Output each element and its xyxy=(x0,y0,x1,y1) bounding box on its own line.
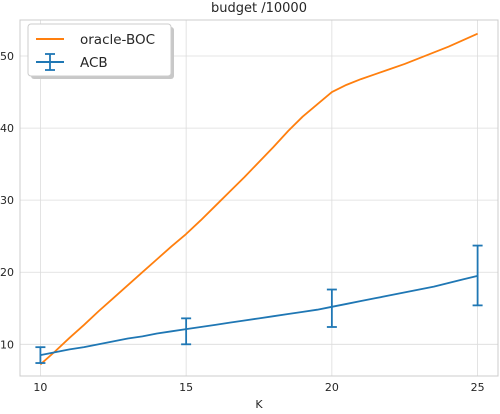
y-tick-label: 30 xyxy=(0,194,14,207)
plot-frame xyxy=(19,19,499,377)
error-bar xyxy=(472,244,483,307)
legend-label-oracle-boc: oracle-BOC xyxy=(80,32,155,48)
legend-label-acb: ACB xyxy=(80,55,108,71)
series-layer xyxy=(35,32,483,366)
error-bar xyxy=(326,288,337,328)
tick-labels: 10 15 20 25 10 20 30 40 50 xyxy=(0,50,485,394)
series-line-oracle-boc xyxy=(39,32,478,366)
error-bar xyxy=(35,346,46,364)
x-tick-label: 25 xyxy=(471,381,485,394)
y-tick-label: 50 xyxy=(0,50,14,63)
legend: oracle-BOC ACB xyxy=(27,23,174,79)
legend-swatch-acb xyxy=(36,53,64,71)
chart-title: budget /10000 xyxy=(211,1,307,16)
x-tick-label: 15 xyxy=(179,381,193,394)
x-tick-label: 10 xyxy=(33,381,47,394)
error-bar xyxy=(181,317,192,346)
series-line-acb xyxy=(40,274,478,356)
x-tick-label: 20 xyxy=(325,381,339,394)
plot-background xyxy=(20,20,498,376)
x-axis-label: K xyxy=(255,398,263,410)
y-tick-label: 40 xyxy=(0,122,14,135)
y-tick-label: 20 xyxy=(0,266,14,279)
y-tick-label: 10 xyxy=(0,338,14,351)
